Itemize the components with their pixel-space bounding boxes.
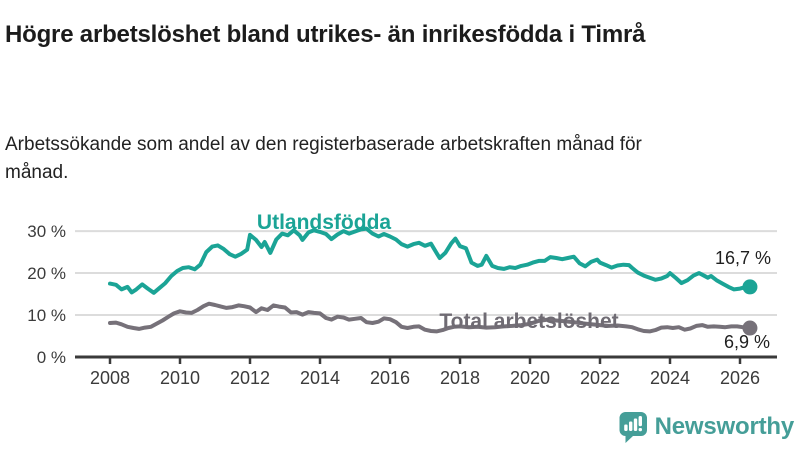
series-label-utlandsfodda: Utlandsfödda [256, 211, 392, 234]
end-value-label-utlandsfodda: 16,7 % [714, 248, 771, 268]
end-value-label-total: 6,9 % [723, 332, 770, 352]
end-dot-total [742, 320, 758, 336]
newsworthy-bars-icon [619, 411, 647, 443]
y-tick-label-20: 20 % [27, 264, 66, 283]
series-line-utlandsfodda [108, 226, 748, 295]
x-tick-label-2018: 2018 [440, 368, 480, 388]
x-tick-label-2008: 2008 [90, 368, 130, 388]
series-line-total [108, 301, 748, 334]
newsworthy-logo[interactable]: Newsworthy [618, 410, 794, 444]
x-tick-label-2024: 2024 [650, 368, 690, 388]
y-tick-label-0: 0 % [37, 348, 66, 367]
x-tick-label-2016: 2016 [370, 368, 410, 388]
x-tick-label-2026: 2026 [720, 368, 760, 388]
y-tick-label-30: 30 % [27, 222, 66, 241]
newsworthy-logo-text: Newsworthy [654, 413, 795, 440]
y-tick-label-10: 10 % [27, 306, 66, 325]
x-tick-label-2012: 2012 [230, 368, 270, 388]
page-title: Högre arbetslöshet bland utrikes- än inr… [5, 21, 646, 49]
x-tick-label-2022: 2022 [580, 368, 620, 388]
x-tick-label-2020: 2020 [510, 368, 550, 388]
end-dot-utlandsfodda [742, 279, 758, 295]
series-label-total-arbetsloshet: Total arbetslöshet [439, 310, 619, 333]
page-subtitle: Arbetssökande som andel av den registerb… [5, 134, 642, 183]
x-tick-label-2010: 2010 [160, 368, 200, 388]
x-tick-label-2014: 2014 [300, 368, 340, 388]
